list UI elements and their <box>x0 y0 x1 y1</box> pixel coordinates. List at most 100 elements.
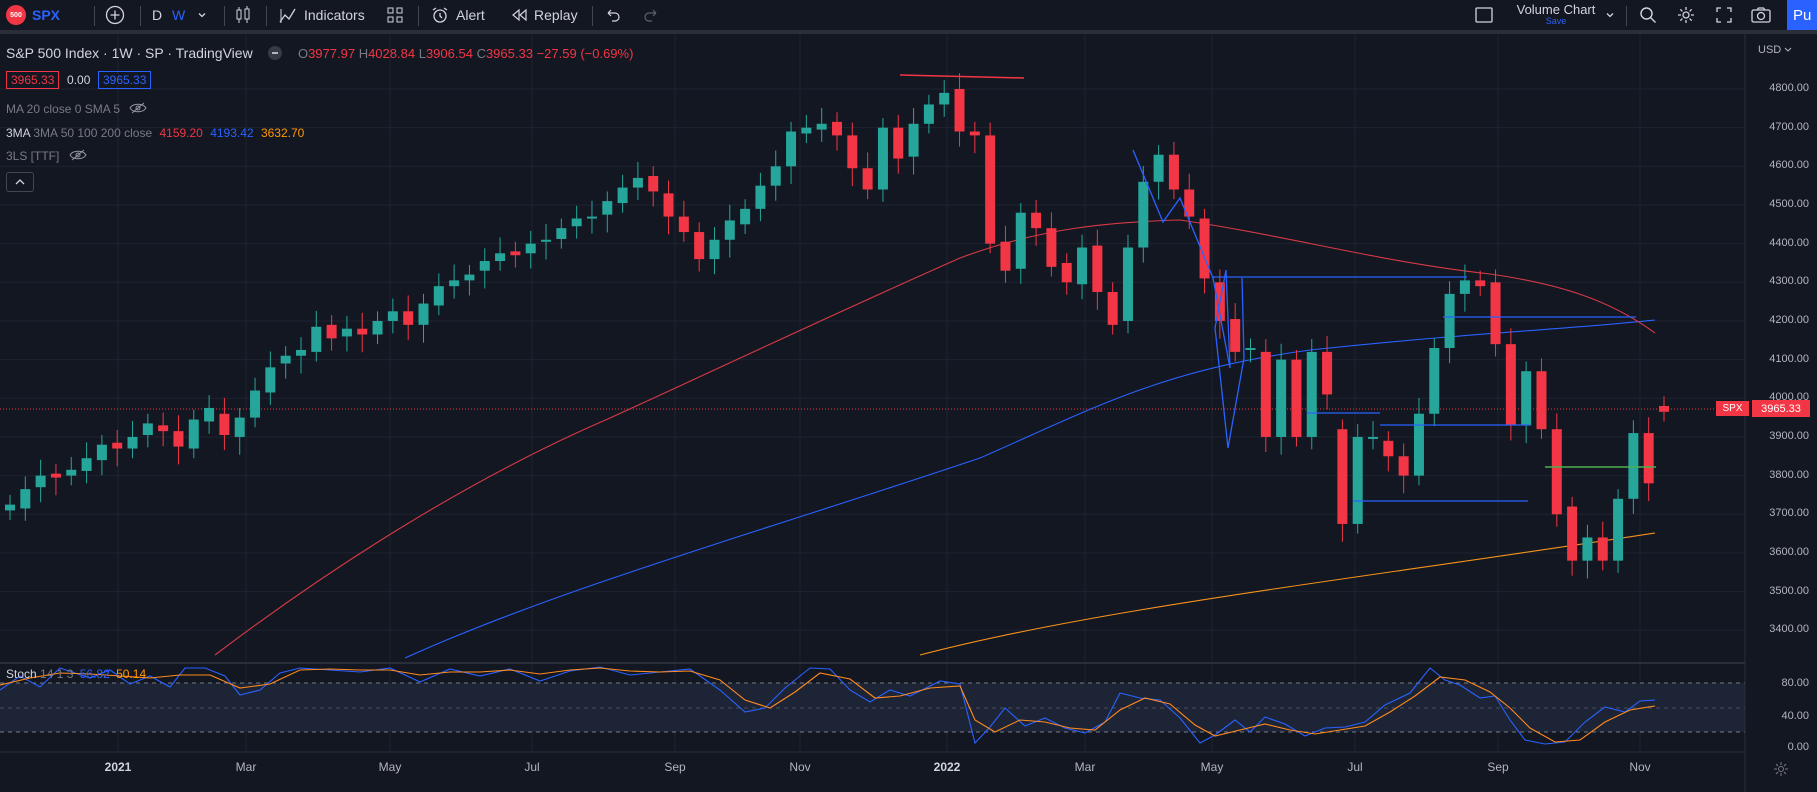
compare-symbol-button[interactable] <box>104 0 126 30</box>
price-axis-label: 4600.00 <box>1769 159 1809 172</box>
layout-name[interactable]: Volume Chart Save <box>1508 2 1604 26</box>
interval-d-button[interactable]: D <box>152 7 163 23</box>
candle-up <box>250 390 261 418</box>
candle-down <box>985 135 996 244</box>
toolbar-divider <box>224 6 225 26</box>
candle-down <box>112 442 123 449</box>
price-axis-label: 4100.00 <box>1769 352 1809 365</box>
candle-down <box>219 413 230 436</box>
alert-button[interactable]: Alert <box>430 0 485 30</box>
axis-settings-button[interactable] <box>1773 761 1789 780</box>
fullscreen-button[interactable] <box>1714 0 1734 30</box>
currency-selector[interactable]: USD <box>1758 44 1792 56</box>
toolbar-divider <box>592 6 593 26</box>
snapshot-button[interactable] <box>1750 0 1772 30</box>
ohlc-low-label: L <box>418 46 426 61</box>
undo-button[interactable] <box>604 0 622 30</box>
candle-down <box>1337 429 1348 524</box>
candle-up <box>188 419 199 449</box>
replay-button[interactable]: Replay <box>510 0 578 30</box>
candle-down <box>893 127 904 159</box>
ma3-value-1: 4159.20 <box>159 126 203 140</box>
eye-hidden-icon[interactable] <box>129 102 147 114</box>
stoch-legend[interactable]: Stoch 14 1 3 56.82 50.14 <box>6 667 146 681</box>
search-button[interactable] <box>1638 0 1658 30</box>
candle-up <box>602 201 613 215</box>
candle-down <box>1597 537 1608 561</box>
candle-up <box>66 469 77 476</box>
eye-hidden-icon[interactable] <box>69 149 87 161</box>
price-axis-label: 3500.00 <box>1769 584 1809 597</box>
toolbar-divider <box>94 6 95 26</box>
ma-indicator-label: MA 20 close 0 SMA 5 <box>6 102 121 116</box>
candle-up <box>280 355 291 364</box>
ma-indicator-legend[interactable]: MA 20 close 0 SMA 5 <box>6 102 147 116</box>
ma3-indicator-label: 3MA 50 100 200 close <box>33 126 153 140</box>
chevron-down-icon <box>198 13 206 18</box>
alert-label: Alert <box>456 7 485 23</box>
toolbar-divider <box>140 6 141 26</box>
candle-up <box>295 349 306 356</box>
ohlc-close-value: 3965.33 <box>485 46 533 61</box>
interval-w-button[interactable]: W <box>172 7 186 23</box>
layout-title: Volume Chart <box>1516 2 1596 17</box>
candle-up <box>234 417 245 437</box>
undo-icon <box>607 9 620 22</box>
symbol-search-button[interactable]: 500 SPX <box>6 0 60 30</box>
ohlc-high-value: 4028.84 <box>368 46 416 61</box>
tls-indicator-legend[interactable]: 3LS [TTF] <box>6 149 87 163</box>
candle-down <box>1061 262 1072 283</box>
time-axis-label: Mar <box>1074 760 1096 774</box>
toolbar-divider <box>1626 6 1627 26</box>
bid-ask-row: 3965.33 0.00 3965.33 <box>6 71 152 89</box>
templates-button[interactable] <box>385 0 405 30</box>
candle-up <box>939 92 950 105</box>
fullscreen-icon <box>1716 7 1732 23</box>
stoch-d-line <box>0 667 1656 743</box>
candle-down <box>1260 351 1271 437</box>
time-axis-label: Sep <box>1487 760 1509 774</box>
publish-button[interactable]: Pu <box>1787 0 1817 30</box>
candle-up <box>786 131 797 167</box>
collapse-legend-button[interactable] <box>6 172 34 192</box>
candle-up <box>418 303 429 325</box>
time-axis-label: Sep <box>664 760 686 774</box>
toolbar-divider <box>418 6 419 26</box>
toolbar-divider <box>266 6 267 26</box>
candle-up <box>35 475 46 488</box>
ma3-indicator-legend[interactable]: 3MA 3MA 50 100 200 close 4159.20 4193.42… <box>6 126 304 140</box>
ohlc-open-value: 3977.97 <box>308 46 356 61</box>
interval-dropdown[interactable] <box>196 0 208 30</box>
candle-up <box>740 208 751 225</box>
ask-price-box[interactable]: 3965.33 <box>98 71 152 89</box>
candle-up <box>1245 348 1256 351</box>
candle-up <box>709 239 720 260</box>
candle-up <box>5 504 15 511</box>
zigzag-drawing <box>1132 149 1245 449</box>
candle-up <box>770 166 781 186</box>
candle-up <box>449 280 460 287</box>
indicators-button[interactable]: Indicators <box>278 0 365 30</box>
price-axis-label: 3600.00 <box>1769 545 1809 558</box>
time-axis-label: 2021 <box>104 760 132 774</box>
gear-icon <box>1774 762 1788 776</box>
layout-dropdown[interactable] <box>1604 0 1616 30</box>
candle-up <box>1276 359 1287 437</box>
candle-down <box>50 473 61 478</box>
series-title[interactable]: S&P 500 Index · 1W · SP <box>6 45 164 61</box>
ohlc-low-value: 3906.54 <box>425 46 473 61</box>
layout-checkbox[interactable] <box>1474 0 1494 30</box>
candle-up <box>464 274 475 281</box>
market-status-icon[interactable] <box>268 46 283 60</box>
ohlc-close-label: C <box>476 46 486 61</box>
chart-type-button[interactable] <box>232 0 254 30</box>
bid-price-box[interactable]: 3965.33 <box>6 71 60 89</box>
candle-down <box>1092 245 1103 292</box>
candles-icon <box>236 6 250 23</box>
candle-down <box>1398 456 1409 476</box>
candle-up <box>265 367 276 393</box>
price-axis-label: 4700.00 <box>1769 120 1809 133</box>
settings-button[interactable] <box>1676 0 1696 30</box>
redo-button[interactable] <box>642 0 660 30</box>
